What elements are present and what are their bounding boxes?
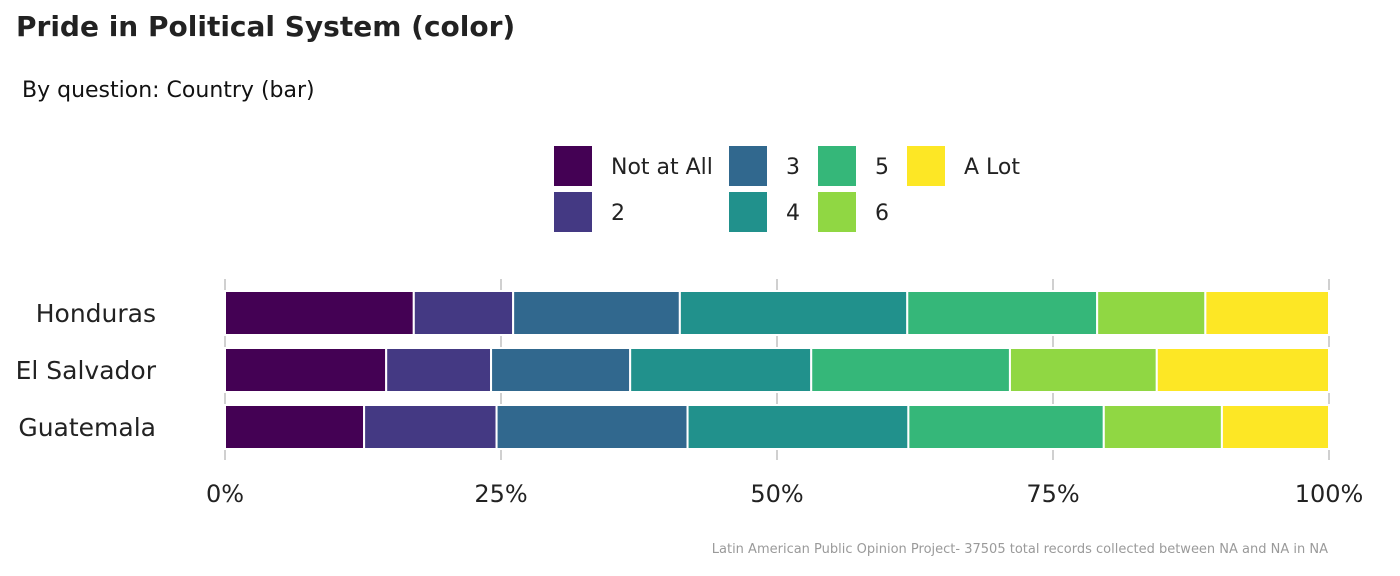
chart-caption: Latin American Public Opinion Project- 3… (711, 542, 1328, 557)
bar-guatemala-6 (1102, 404, 1223, 450)
legend-swatch-3 (729, 146, 767, 186)
bar-honduras-3 (512, 290, 681, 336)
bar-el-salvador-a-lot (1155, 347, 1330, 393)
bar-honduras-a-lot (1204, 290, 1331, 336)
bar-guatemala-not-at-all (224, 404, 366, 450)
bar-guatemala-a-lot (1220, 404, 1330, 450)
x-tick-label-100: 100% (1295, 480, 1364, 508)
x-tick-label-0: 0% (206, 480, 244, 508)
legend-label-not-at-all: Not at All (611, 155, 713, 180)
bar-honduras-5 (906, 290, 1099, 336)
x-tick-label-25: 25% (474, 480, 527, 508)
legend-label-a-lot: A Lot (964, 155, 1020, 180)
y-label-guatemala: Guatemala (18, 413, 156, 442)
bar-el-salvador-4 (629, 347, 813, 393)
bar-el-salvador-6 (1008, 347, 1158, 393)
legend-swatch-6 (818, 192, 856, 232)
legend-label-2: 2 (611, 201, 625, 226)
x-tick-label-75: 75% (1026, 480, 1079, 508)
bar-guatemala-5 (907, 404, 1105, 450)
bar-guatemala-2 (363, 404, 498, 450)
bar-honduras-4 (678, 290, 909, 336)
legend-label-3: 3 (786, 155, 800, 180)
legend-swatch-4 (729, 192, 767, 232)
legend-swatch-a-lot (907, 146, 945, 186)
bar-honduras-6 (1096, 290, 1207, 336)
bar-honduras-not-at-all (224, 290, 415, 336)
legend-swatch-5 (818, 146, 856, 186)
legend-swatch-not-at-all (554, 146, 592, 186)
chart-svg: 0% 25% 50% 75% 100% Honduras El Salvador Guatem… (16, 146, 1364, 508)
bar-guatemala-3 (495, 404, 689, 450)
legend-swatch-2 (554, 192, 592, 232)
chart-title: Pride in Political System (color) (16, 10, 516, 43)
bar-el-salvador-not-at-all (224, 347, 388, 393)
chart-subtitle: By question: Country (bar) (22, 78, 315, 103)
y-label-el-salvador: El Salvador (16, 356, 157, 385)
y-label-honduras: Honduras (36, 299, 156, 328)
legend-label-4: 4 (786, 201, 800, 226)
bar-el-salvador-5 (810, 347, 1011, 393)
legend-label-6: 6 (875, 201, 889, 226)
bar-guatemala-4 (686, 404, 910, 450)
x-tick-label-50: 50% (750, 480, 803, 508)
bar-honduras-2 (412, 290, 515, 336)
legend-label-5: 5 (875, 155, 889, 180)
bar-el-salvador-3 (490, 347, 632, 393)
bar-el-salvador-2 (385, 347, 493, 393)
